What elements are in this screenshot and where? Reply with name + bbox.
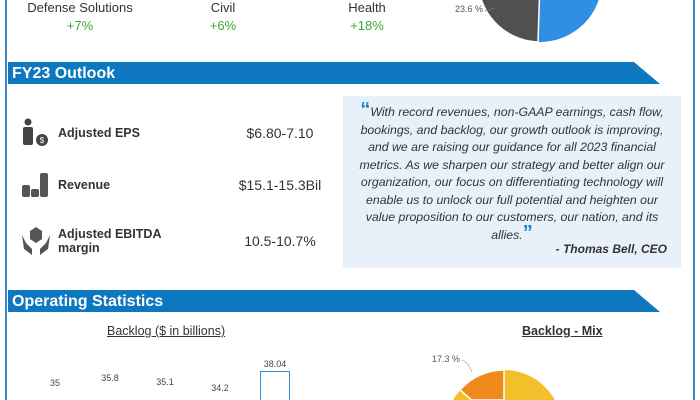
bar bbox=[150, 389, 180, 400]
hands-box-icon bbox=[22, 227, 50, 255]
open-quote-icon: “ bbox=[360, 99, 371, 121]
segment-name: Defense Solutions bbox=[27, 0, 133, 15]
outlook-banner: FY23 Outlook bbox=[8, 62, 660, 84]
top-pie-chart bbox=[480, 0, 599, 43]
backlog-mix-pie bbox=[453, 360, 555, 400]
bar bbox=[260, 371, 290, 400]
mix-chart-title: Backlog - Mix bbox=[522, 324, 603, 338]
pie-slice-orange bbox=[458, 369, 505, 400]
coin-stacks-icon bbox=[22, 173, 48, 197]
bar bbox=[40, 389, 70, 400]
ceo-quote: “With record revenues, non-GAAP earnings… bbox=[343, 96, 681, 268]
page-frame bbox=[5, 0, 695, 400]
segment-growth: +7% bbox=[66, 18, 94, 33]
svg-text:$: $ bbox=[40, 136, 45, 145]
bar-value-label: 35 bbox=[49, 377, 60, 388]
metric-ebitda: Adjusted EBITDA margin 10.5-10.7% bbox=[20, 225, 316, 257]
segment-growth: +6% bbox=[209, 18, 237, 33]
bar-value-label: 35.1 bbox=[156, 377, 174, 388]
bar bbox=[95, 384, 125, 400]
metric-revenue: Revenue $15.1-15.3Bil bbox=[20, 171, 321, 199]
pie-slice-gray bbox=[480, 0, 541, 43]
bar bbox=[205, 394, 235, 400]
bar-value-label: 38.04 bbox=[263, 359, 287, 370]
segment-name: Civil bbox=[210, 0, 236, 15]
backlog-chart-title: Backlog ($ in billions) bbox=[107, 324, 226, 338]
person-money-icon: $ bbox=[23, 118, 48, 146]
close-quote-icon: ” bbox=[522, 221, 533, 244]
top-pie-label: 23.6 % bbox=[455, 4, 484, 14]
quote-author: - Thomas Bell, CEO bbox=[555, 241, 667, 256]
metric-eps: $ Adjusted EPS $6.80-7.10 bbox=[20, 118, 313, 148]
bar-value-label: 34.2 bbox=[211, 382, 229, 393]
mix-pie-label: 17.3 % bbox=[432, 354, 461, 364]
bar-value-label: 35.8 bbox=[101, 372, 119, 383]
segment-growth: +18% bbox=[350, 18, 384, 33]
segment-name: Health bbox=[348, 0, 386, 15]
operating-banner: Operating Statistics bbox=[8, 290, 660, 312]
